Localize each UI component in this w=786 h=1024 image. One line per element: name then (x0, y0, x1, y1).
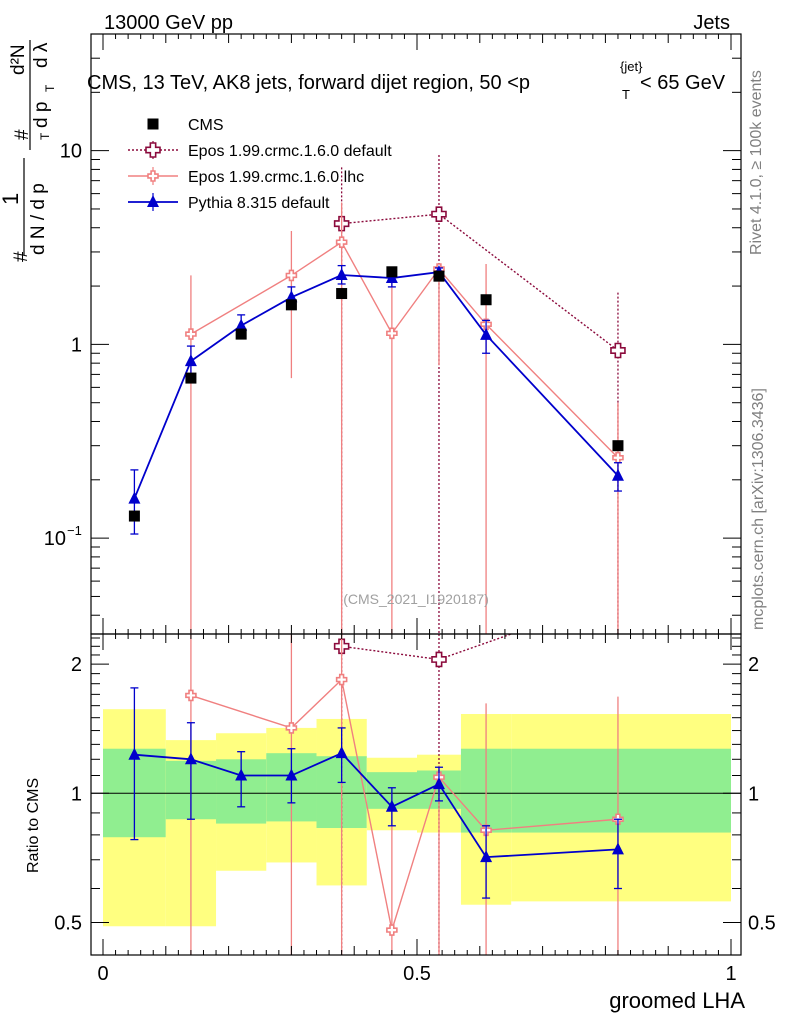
y-label-one: 1 (0, 193, 23, 205)
ratio-epos-default-point (431, 651, 447, 668)
main-y-tick-label: 10 (60, 141, 82, 163)
y-label-T1: T (38, 132, 52, 140)
plot-title-sub: T (622, 87, 630, 102)
legend-marker-pythia (147, 195, 159, 207)
rivet-label: Rivet 4.1.0, ≥ 100k events (748, 70, 765, 255)
legend-entry: Epos 1.99.crmc.1.6.0 lhc (128, 167, 364, 186)
ratio-y-tick-label-left: 0.5 (54, 912, 82, 934)
legend-label: Epos 1.99.crmc.1.6.0 lhc (188, 169, 364, 186)
main-series-data (128, 266, 624, 522)
plot-title-main: CMS, 13 TeV, AK8 jets, forward dijet reg… (87, 72, 530, 94)
ratio-y-tick-label-left: 2 (71, 654, 82, 676)
legend-label: Pythia 8.315 default (188, 195, 330, 212)
main-series-dotted-cross (333, 154, 626, 634)
main-y-tick-exponent: −1 (67, 523, 82, 538)
y-label-hash-2: # (12, 129, 33, 140)
plot-title: CMS, 13 TeV, AK8 jets, forward dijet reg… (87, 59, 726, 102)
legend-entry: Pythia 8.315 default (128, 193, 330, 212)
legend-marker-cms (147, 118, 159, 130)
main-pythia-point (184, 354, 197, 367)
ratio-y-tick-label-right: 1 (748, 783, 759, 805)
main-epos-default-point (431, 206, 447, 222)
ratio-y-axis-label: Ratio to CMS (25, 778, 42, 873)
main-cms-point (285, 299, 297, 311)
mcplots-label: mcplots.cern.ch [arXiv:1306.3436] (750, 388, 767, 630)
legend: CMS Epos 1.99.crmc.1.6.0 default Epos 1.99… (128, 117, 392, 212)
ratio-pythia-point (611, 842, 624, 855)
main-pythia-point (611, 468, 624, 481)
x-axis-label: groomed LHA (609, 988, 745, 1013)
main-pythia-point (235, 318, 248, 331)
x-tick-label: 0 (97, 963, 108, 985)
plot-title-tail: < 65 GeV (640, 72, 726, 94)
main-epos-lhc-point (386, 327, 398, 340)
main-cms-point (612, 440, 624, 452)
main-pythia-point (335, 268, 348, 281)
main-epos-default-point (610, 342, 626, 359)
main-epos-lhc-point (185, 328, 197, 340)
ratio-y-tick-label-right: 0.5 (748, 912, 776, 934)
energy-label: 13000 GeV pp (104, 12, 233, 34)
ratio-epos-lhc-point (185, 689, 197, 702)
legend-marker-epos (147, 170, 159, 182)
ratio-plot-frame (90, 633, 742, 956)
y-label-dN: d N / d p (28, 183, 49, 255)
main-cms-point (386, 266, 398, 278)
legend-entry: CMS (147, 117, 224, 134)
ratio-pythia-point (285, 768, 298, 781)
main-pythia-point (480, 327, 493, 340)
legend-label: Epos 1.99.crmc.1.6.0 default (188, 143, 392, 160)
main-pythia-point (128, 491, 141, 504)
ratio-y-tick-label-right: 2 (748, 654, 759, 676)
main-cms-point (433, 270, 445, 282)
legend-label: CMS (188, 117, 224, 134)
analysis-id: (CMS_2021_I1920187) (343, 591, 489, 607)
main-cms-point (128, 510, 140, 522)
ratio-pythia-point (480, 850, 493, 863)
y-label-T2: T (43, 84, 57, 92)
main-epos-lhc-point (335, 236, 348, 248)
main-cms-point (235, 328, 247, 340)
ratio-pythia-point (235, 768, 248, 781)
main-y-tick-label: 10 (44, 528, 66, 550)
ratio-series-line (341, 633, 512, 661)
main-pythia-point (285, 290, 298, 303)
main-y-axis-label: # 1 d N / d p T # d²N d p T d λ (0, 40, 57, 262)
ratio-pythia-point (432, 777, 445, 790)
ratio-epos-lhc-point (386, 924, 398, 936)
ratio-pythia-point (385, 799, 398, 812)
main-cms-point (185, 372, 197, 384)
x-tick-label: 0.5 (403, 963, 431, 985)
main-series-solid-cross (185, 202, 624, 634)
main-epos-lhc-point (285, 269, 298, 282)
legend-entry: Epos 1.99.crmc.1.6.0 default (128, 141, 392, 160)
main-cms-point (480, 294, 492, 306)
main-series-line (190, 241, 619, 459)
legend-marker-epos (145, 142, 161, 158)
category-label: Jets (693, 12, 730, 34)
main-cms-point (336, 288, 348, 300)
ratio-pythia-point (128, 747, 141, 760)
main-series-line (341, 213, 619, 352)
y-label-hash-1: # (11, 251, 32, 262)
x-tick-label: 1 (725, 963, 736, 985)
ratio-pythia-point (335, 746, 348, 759)
main-y-tick-label: 1 (71, 334, 82, 356)
ratio-y-tick-label-left: 1 (71, 783, 82, 805)
y-label-d2N: d²N (8, 44, 29, 75)
y-label-dpT: d p (31, 102, 52, 128)
plot-title-sup: {jet} (620, 59, 643, 74)
ratio-pythia-point (184, 752, 197, 765)
ratio-epos-lhc-point (335, 673, 348, 686)
y-label-dl: d λ (31, 42, 52, 68)
ratio-series-solid-triangle (128, 687, 624, 899)
ratio-epos-lhc-point (285, 722, 298, 734)
